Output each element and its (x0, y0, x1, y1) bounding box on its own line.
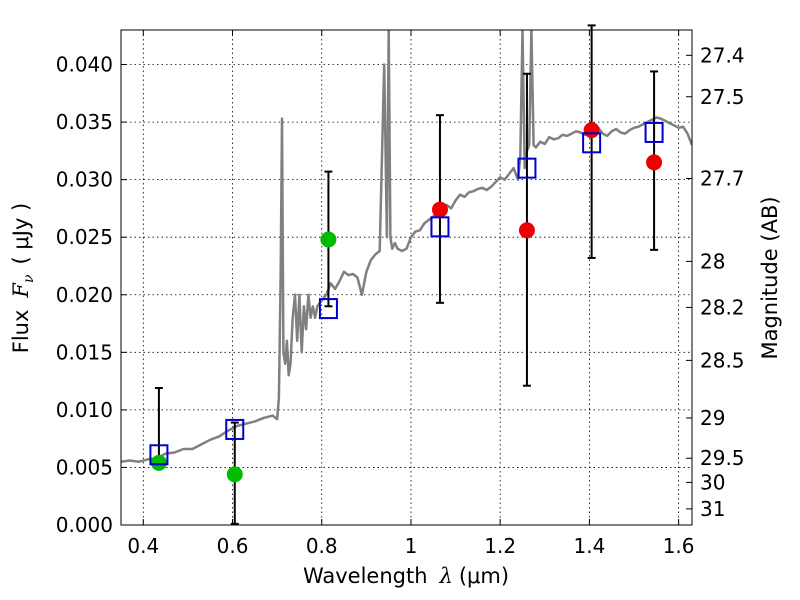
x-axis-unit: (μm) (459, 564, 509, 588)
plot-frame (120, 29, 693, 526)
x-tick-label: 1.2 (484, 534, 516, 558)
model-photometry-point (517, 157, 537, 179)
y2-tick-label: 28.2 (700, 295, 745, 319)
x-tick-label: 1.4 (573, 534, 605, 558)
observed-point (226, 466, 243, 483)
model-photometry-point (582, 132, 602, 154)
observed-point (320, 231, 337, 248)
y-tick-label: 0.025 (56, 225, 113, 249)
y-tick-label: 0.040 (56, 53, 113, 77)
model-photometry-point (149, 444, 169, 466)
x-tick-label: 1 (405, 534, 418, 558)
observed-point (518, 222, 535, 239)
y2-tick-label: 28 (700, 249, 725, 273)
y2-tick-label: 31 (700, 497, 725, 521)
observed-point (583, 122, 600, 139)
y2-tick-label: 28.5 (700, 348, 745, 372)
y-axis-symbol: F (9, 282, 33, 299)
observed-points (150, 122, 663, 483)
x-axis: 0.4 0.6 0.8 1 1.2 1.4 1.6 (127, 30, 695, 558)
y-tick-label: 0.030 (56, 168, 113, 192)
grid (121, 30, 692, 526)
y-tick-label: 0.015 (56, 340, 113, 364)
x-tick-label: 0.4 (127, 534, 159, 558)
y2-axis: 27.4 27.5 27.7 28 28.2 28.5 29 29.530 31 (686, 43, 745, 521)
y-axis: 0.000 0.005 0.010 0.015 0.020 0.025 0.030 0.035… (56, 53, 127, 537)
model-photometry-points (149, 121, 664, 466)
observed-point (646, 154, 663, 171)
y2-axis-label: Magnitude (AB) (758, 196, 782, 359)
observed-point (150, 454, 167, 471)
y-axis-unit: ( μJy ) (9, 203, 33, 265)
y2-tick-label: 29 (700, 406, 725, 430)
y-axis-label-text: Flux (9, 310, 33, 354)
y2-tick-label: 30 (700, 470, 725, 494)
observed-point (431, 201, 448, 218)
y-tick-label: 0.035 (56, 110, 113, 134)
y2-tick-label: 27.4 (700, 43, 745, 67)
model-photometry-point (430, 216, 450, 238)
x-axis-label: Wavelength λ (μm) (303, 564, 509, 588)
y-tick-label: 0.005 (56, 455, 113, 479)
x-axis-label-text: Wavelength (303, 564, 428, 588)
model-photometry-point (225, 418, 245, 440)
y2-tick-label: 29.5 (700, 446, 745, 470)
y-axis-label: Flux Fν ( μJy ) (9, 203, 37, 353)
model-photometry-point (318, 298, 338, 320)
x-tick-label: 0.6 (217, 534, 249, 558)
plot-background (121, 30, 692, 525)
y2-tick-label: 27.5 (700, 85, 745, 109)
y-tick-label: 0.020 (56, 283, 113, 307)
y-axis-subscript: ν (21, 274, 37, 283)
x-axis-symbol: λ (439, 564, 453, 588)
y-tick-label: 0.010 (56, 398, 113, 422)
y-tick-label: 0.000 (56, 513, 113, 537)
y2-tick-label: 27.7 (700, 167, 745, 191)
model-photometry-point (644, 121, 664, 143)
x-tick-label: 1.6 (663, 534, 695, 558)
x-tick-label: 0.8 (306, 534, 338, 558)
